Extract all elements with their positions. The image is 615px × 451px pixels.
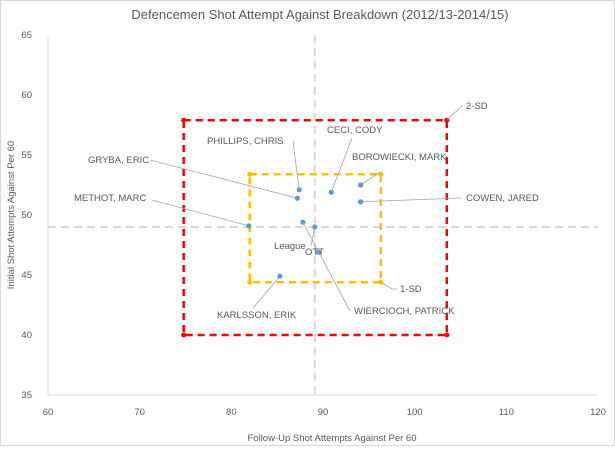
data-point xyxy=(315,249,322,255)
point-label: CECI, CODY xyxy=(327,125,383,136)
chart-title: Defencemen Shot Attempt Against Breakdow… xyxy=(131,7,508,22)
point-label-leader xyxy=(360,197,463,203)
x-tick-label: 100 xyxy=(407,407,423,418)
x-axis-label: Follow-Up Shot Attempts Against Per 60 xyxy=(248,433,417,444)
data-point xyxy=(246,223,252,229)
point-label: PHILLIPS, CHRIS xyxy=(207,136,284,147)
point-label-leader xyxy=(302,222,351,312)
data-point xyxy=(296,187,302,193)
point-label-leader xyxy=(151,199,249,227)
x-tick-label: 120 xyxy=(590,407,606,418)
point-label-leader xyxy=(149,159,298,199)
x-tick-label: 80 xyxy=(226,407,237,418)
point-label: KARLSSON, ERIK xyxy=(217,310,297,321)
y-tick-label: 40 xyxy=(21,330,32,341)
box-label-leader xyxy=(380,281,397,290)
point-label: OTT xyxy=(305,247,324,258)
box-label-2-sd: 2-SD xyxy=(466,101,488,112)
data-point xyxy=(357,199,364,205)
point-label: COWEN, JARED xyxy=(466,193,539,204)
x-tick-label: 60 xyxy=(43,407,54,418)
y-tick-label: 55 xyxy=(21,150,32,161)
point-label-leader xyxy=(310,226,316,247)
box-corner-2-sd xyxy=(181,332,187,338)
point-label: League xyxy=(274,241,306,252)
x-tick-label: 90 xyxy=(318,407,329,418)
point-label-leader xyxy=(330,137,353,193)
data-point xyxy=(328,189,334,195)
box-label-leader xyxy=(446,105,463,121)
point-label: METHOT, MARC xyxy=(74,193,146,204)
y-axis-label: Initial Shot Attempts Against Per 60 xyxy=(6,141,17,289)
y-tick-label: 45 xyxy=(21,270,32,281)
data-point xyxy=(300,219,306,225)
y-tick-label: 35 xyxy=(21,390,32,401)
point-label-leader xyxy=(252,275,281,309)
box-corner-2-sd xyxy=(181,117,187,123)
x-tick-label: 70 xyxy=(134,407,145,418)
y-tick-label: 60 xyxy=(21,90,32,101)
box-corner-1-sd xyxy=(247,279,253,285)
point-label: WIERCIOCH, PATRICK xyxy=(354,306,455,317)
box-corner-2-sd xyxy=(444,332,450,338)
data-point xyxy=(357,182,364,188)
y-tick-label: 65 xyxy=(21,30,32,41)
y-tick-label: 50 xyxy=(21,210,32,221)
x-tick-label: 110 xyxy=(499,407,514,418)
point-label: GRYBA, ERIC xyxy=(88,155,149,166)
point-label-leader xyxy=(292,140,300,190)
box-label-1-sd: 1-SD xyxy=(400,284,422,295)
data-point xyxy=(277,273,283,279)
box-corner-1-sd xyxy=(247,171,253,177)
data-point xyxy=(294,195,300,201)
box-corner-1-sd xyxy=(378,171,384,177)
point-label: BOROWIECKI, MARK xyxy=(352,152,447,163)
data-point xyxy=(312,224,318,230)
point-label-leader xyxy=(360,171,381,186)
